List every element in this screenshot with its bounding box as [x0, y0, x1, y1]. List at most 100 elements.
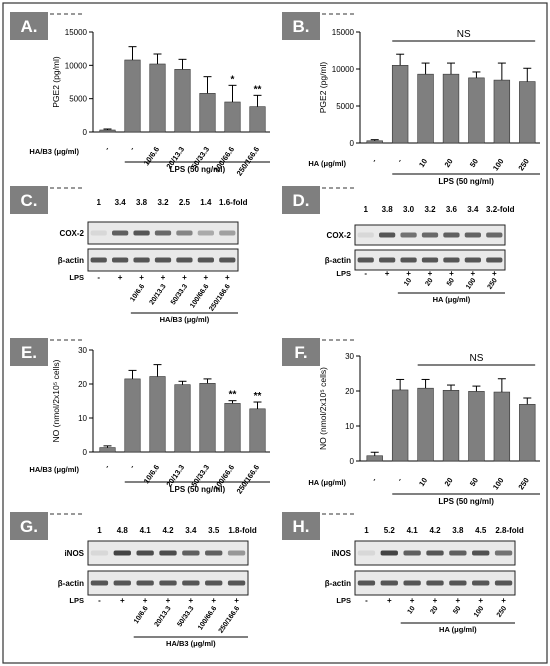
fold-value: 4.5 [475, 526, 487, 535]
blot-band [112, 230, 129, 236]
bar [417, 387, 434, 462]
blot-band [205, 580, 223, 586]
significance-mark: * [231, 74, 235, 85]
y-tick-label: 10000 [65, 61, 88, 70]
category-label: - [102, 463, 111, 471]
bar [99, 129, 116, 133]
panel-label-e: E. [10, 338, 84, 366]
bar [468, 77, 485, 144]
blot-band [494, 550, 513, 556]
lps-sign: + [225, 273, 230, 282]
blot-band [205, 550, 223, 556]
fold-value: 4.2 [162, 526, 174, 535]
lps-sign: + [120, 596, 125, 605]
dose-group-label: HA/B3 (μg/ml) [166, 639, 216, 648]
bar [124, 378, 141, 453]
blot-band [400, 257, 417, 263]
dose-label: 10 [403, 277, 413, 287]
category-label: 20 [442, 157, 454, 169]
blot-band [400, 232, 417, 238]
blot-band [443, 232, 460, 238]
lps-sign: - [98, 596, 101, 605]
fold-value: 4.1 [140, 526, 152, 535]
fold-value: 3.5 [208, 526, 220, 535]
panel-label-box [282, 12, 320, 40]
y-tick-label: 30 [345, 352, 354, 361]
blot-band [421, 257, 439, 263]
blot-band [113, 550, 131, 556]
y-tick-label: 5000 [69, 95, 87, 104]
blot-band [357, 550, 376, 556]
lps-label: LPS (50 ng/ml) [170, 165, 226, 174]
bar [174, 69, 191, 133]
treatment-label: HA (μg/ml) [308, 478, 346, 487]
lps-sign: + [406, 269, 411, 278]
fold-value: 5.2 [384, 526, 396, 535]
lps-sign: + [166, 596, 171, 605]
lps-row-label: LPS [336, 596, 351, 605]
bar [391, 389, 409, 462]
y-axis-label: NO (nmol/2x10⁵ cells) [318, 367, 328, 450]
blot-band [426, 550, 444, 556]
category-label: 50 [468, 476, 480, 488]
dose-label: 20 [424, 277, 434, 287]
lps-sign: + [161, 273, 166, 282]
blot-band [90, 580, 109, 586]
dose-group-label: HA/B3 (μg/ml) [160, 315, 210, 324]
lps-sign: - [365, 596, 368, 605]
lps-sign: + [118, 273, 123, 282]
panel-label-text: A. [21, 17, 38, 36]
bar [519, 81, 536, 144]
bar [224, 403, 241, 453]
bar [366, 140, 383, 144]
blot-band [403, 550, 421, 556]
panel-label-text: H. [293, 517, 310, 536]
panel-label-h: H. [282, 512, 356, 540]
bar [249, 106, 266, 133]
blot-band [154, 230, 172, 236]
lps-sign: + [456, 596, 461, 605]
panel-label-a: A. [10, 12, 84, 40]
blot-band [154, 257, 172, 263]
dose-label: 10 [407, 605, 417, 615]
bar [249, 408, 266, 453]
y-tick-label: 30 [78, 346, 87, 355]
chart-e: 0 10 20 30 NO (nmol/2x10⁵ cells) ** ** HA/B3 (μ… [29, 346, 270, 495]
fold-value: 1 [363, 205, 368, 214]
y-axis-label: PGE2 (pg/ml) [318, 62, 328, 114]
blot-band [227, 550, 246, 556]
blot-row-label: β-actin [58, 256, 84, 265]
fold-value: 3.2-fold [486, 205, 515, 214]
y-tick-label: 0 [83, 448, 88, 457]
fold-value: 3.8 [452, 526, 464, 535]
lps-label: LPS (50 ng/ml) [438, 177, 494, 186]
panel-label-box [282, 338, 320, 366]
fold-value: 4.8 [117, 526, 129, 535]
blot-band [113, 580, 131, 586]
y-tick-label: 10000 [332, 65, 355, 74]
bar [199, 383, 216, 453]
panel-label-box [282, 186, 320, 214]
fold-value: 1 [364, 526, 369, 535]
y-tick-label: 15000 [332, 28, 355, 37]
panel-label-text: C. [21, 191, 38, 210]
blot-row-label: iNOS [64, 549, 84, 558]
y-tick-label: 20 [78, 380, 87, 389]
bar [417, 73, 434, 144]
panel-label-b: B. [282, 12, 356, 40]
lps-row-label: LPS [336, 269, 351, 278]
fold-value: 3.4 [115, 198, 127, 207]
lps-sign: - [97, 273, 100, 282]
category-label: - [395, 476, 404, 484]
bar [124, 59, 141, 133]
bar [199, 93, 216, 133]
fold-value: 3.2 [157, 198, 169, 207]
fold-value: 1 [97, 526, 102, 535]
blot-band [464, 232, 481, 238]
category-label: - [127, 463, 136, 471]
blot-band [421, 232, 439, 238]
lps-sign: + [501, 596, 506, 605]
blot-band [90, 230, 107, 236]
lps-sign: + [492, 269, 497, 278]
significance-mark: ** [254, 391, 262, 402]
